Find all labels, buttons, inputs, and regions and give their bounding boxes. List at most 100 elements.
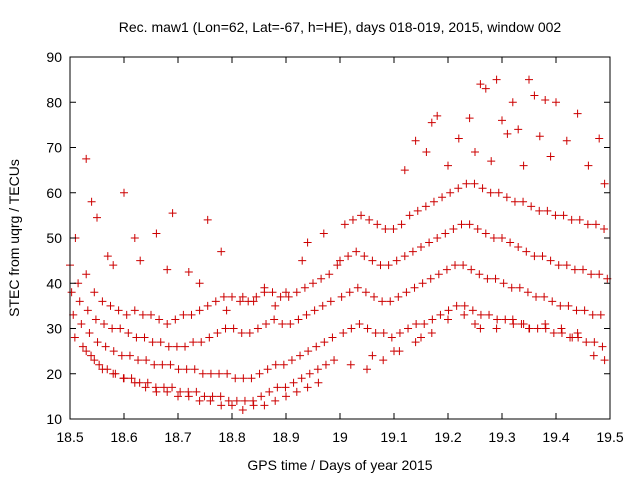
data-point <box>395 329 404 338</box>
data-point <box>503 129 512 138</box>
data-point <box>216 392 225 401</box>
data-point <box>98 297 107 306</box>
data-point <box>197 338 206 347</box>
data-point <box>387 333 396 342</box>
data-point <box>600 356 609 365</box>
data-point <box>441 229 450 238</box>
data-point <box>535 206 544 215</box>
data-point <box>82 270 91 279</box>
data-point <box>238 292 247 301</box>
data-point <box>93 213 101 222</box>
data-point <box>378 297 387 306</box>
data-point <box>543 206 552 215</box>
data-point <box>249 297 258 306</box>
y-tick-label: 30 <box>46 321 62 337</box>
data-point <box>281 383 290 392</box>
data-point <box>117 351 126 360</box>
data-point <box>159 383 168 392</box>
data-point <box>427 118 436 127</box>
data-point <box>321 360 330 369</box>
data-point <box>481 84 490 93</box>
data-point <box>449 224 458 233</box>
data-point <box>417 243 425 252</box>
data-point <box>82 347 91 356</box>
data-point <box>260 401 269 410</box>
data-point <box>541 319 550 328</box>
data-point <box>344 252 353 261</box>
data-point <box>501 315 510 324</box>
data-point <box>394 292 403 301</box>
data-point <box>506 238 515 247</box>
data-point <box>530 91 539 100</box>
data-point <box>483 274 492 283</box>
data-point <box>249 396 258 405</box>
data-point <box>444 161 452 170</box>
data-point <box>460 310 469 319</box>
data-point <box>224 396 233 405</box>
data-point <box>228 292 236 301</box>
data-point <box>428 315 437 324</box>
data-point <box>276 292 285 301</box>
x-tick-label: 19.5 <box>596 429 623 445</box>
data-point <box>575 215 584 224</box>
data-point <box>122 310 131 319</box>
data-point <box>541 324 550 333</box>
data-point <box>101 342 110 351</box>
data-point <box>174 392 182 401</box>
data-point <box>413 206 422 215</box>
data-point <box>551 211 560 220</box>
data-point <box>232 396 241 405</box>
data-point <box>282 288 290 297</box>
data-point <box>150 360 159 369</box>
y-tick-label: 90 <box>46 49 62 65</box>
data-point <box>333 261 342 270</box>
data-point <box>494 188 503 197</box>
data-point <box>312 342 321 351</box>
data-point <box>402 288 411 297</box>
data-point <box>284 292 293 301</box>
data-point <box>203 301 212 310</box>
data-point <box>446 188 455 197</box>
data-point <box>404 324 413 333</box>
data-point <box>584 161 593 170</box>
data-point <box>95 360 104 369</box>
data-point <box>573 329 582 338</box>
data-point <box>361 288 370 297</box>
data-point <box>519 319 528 328</box>
data-point <box>357 211 366 220</box>
data-point <box>471 319 479 328</box>
data-point <box>509 319 518 328</box>
y-tick-label: 80 <box>46 94 62 110</box>
data-point <box>313 365 322 374</box>
data-point <box>337 292 346 301</box>
data-point <box>262 319 271 328</box>
data-point <box>203 215 212 224</box>
data-point <box>271 301 280 310</box>
data-point <box>163 387 172 396</box>
data-point <box>546 152 555 161</box>
data-point <box>78 342 87 351</box>
data-point <box>400 166 409 175</box>
data-point <box>417 333 425 342</box>
data-point <box>253 324 262 333</box>
data-point <box>82 154 91 163</box>
data-point <box>471 148 479 157</box>
data-point <box>223 369 232 378</box>
data-point <box>265 387 274 396</box>
data-point <box>570 265 579 274</box>
data-point <box>336 256 344 265</box>
data-point <box>302 310 311 319</box>
data-point <box>238 405 247 414</box>
data-point <box>140 333 149 342</box>
data-point <box>195 279 204 288</box>
data-point <box>289 378 298 387</box>
data-point <box>476 310 485 319</box>
data-point <box>454 184 463 193</box>
data-point <box>184 387 193 396</box>
data-point <box>373 220 382 229</box>
data-point <box>381 224 390 233</box>
data-point <box>353 283 362 292</box>
data-point <box>158 360 167 369</box>
data-point <box>151 383 160 392</box>
data-point <box>109 347 118 356</box>
